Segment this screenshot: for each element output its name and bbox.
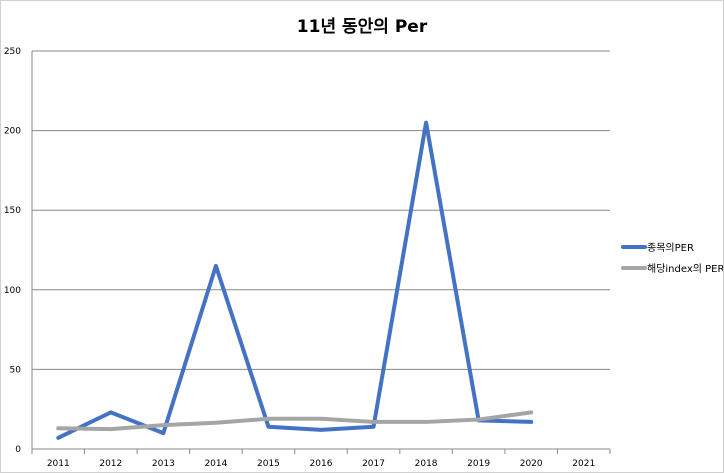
legend: 종목의PER 해당index의 PER [621,242,723,275]
x-tick-label: 2019 [467,459,490,469]
x-tick-label: 2016 [310,459,333,469]
legend-label: 해당index의 PER [647,262,723,275]
axes: 0 50 100 150 200 250 2011 2012 2013 2014 2015 2016 2… [4,47,611,469]
x-tick-label: 2014 [204,459,227,469]
x-tick-label: 2015 [257,459,280,469]
x-tick-label: 2020 [520,459,543,469]
chart-title: 11년 동안의 Per [297,17,428,37]
gridlines [32,50,610,450]
y-tick-label: 250 [4,47,21,57]
y-tick-label: 200 [4,127,21,137]
x-tick-label: 2011 [47,459,70,469]
legend-label: 종목의PER [647,242,694,254]
x-tick-label: 2018 [415,459,438,469]
series-line-2 [56,410,534,432]
series-line-1 [56,120,534,440]
y-tick-label: 150 [4,206,21,216]
x-tick-label: 2013 [152,459,175,469]
y-tick-label: 100 [4,286,21,296]
x-tick-label: 2017 [362,459,385,469]
x-tick-label: 2021 [572,459,595,469]
x-tick-label: 2012 [99,459,122,469]
y-tick-label: 50 [10,365,22,375]
y-tick-label: 0 [15,445,21,455]
series-lines [56,120,534,440]
